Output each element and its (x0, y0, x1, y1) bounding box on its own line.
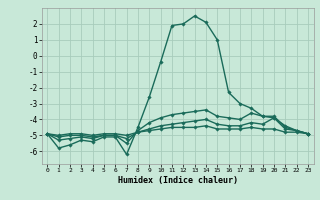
X-axis label: Humidex (Indice chaleur): Humidex (Indice chaleur) (118, 176, 237, 185)
